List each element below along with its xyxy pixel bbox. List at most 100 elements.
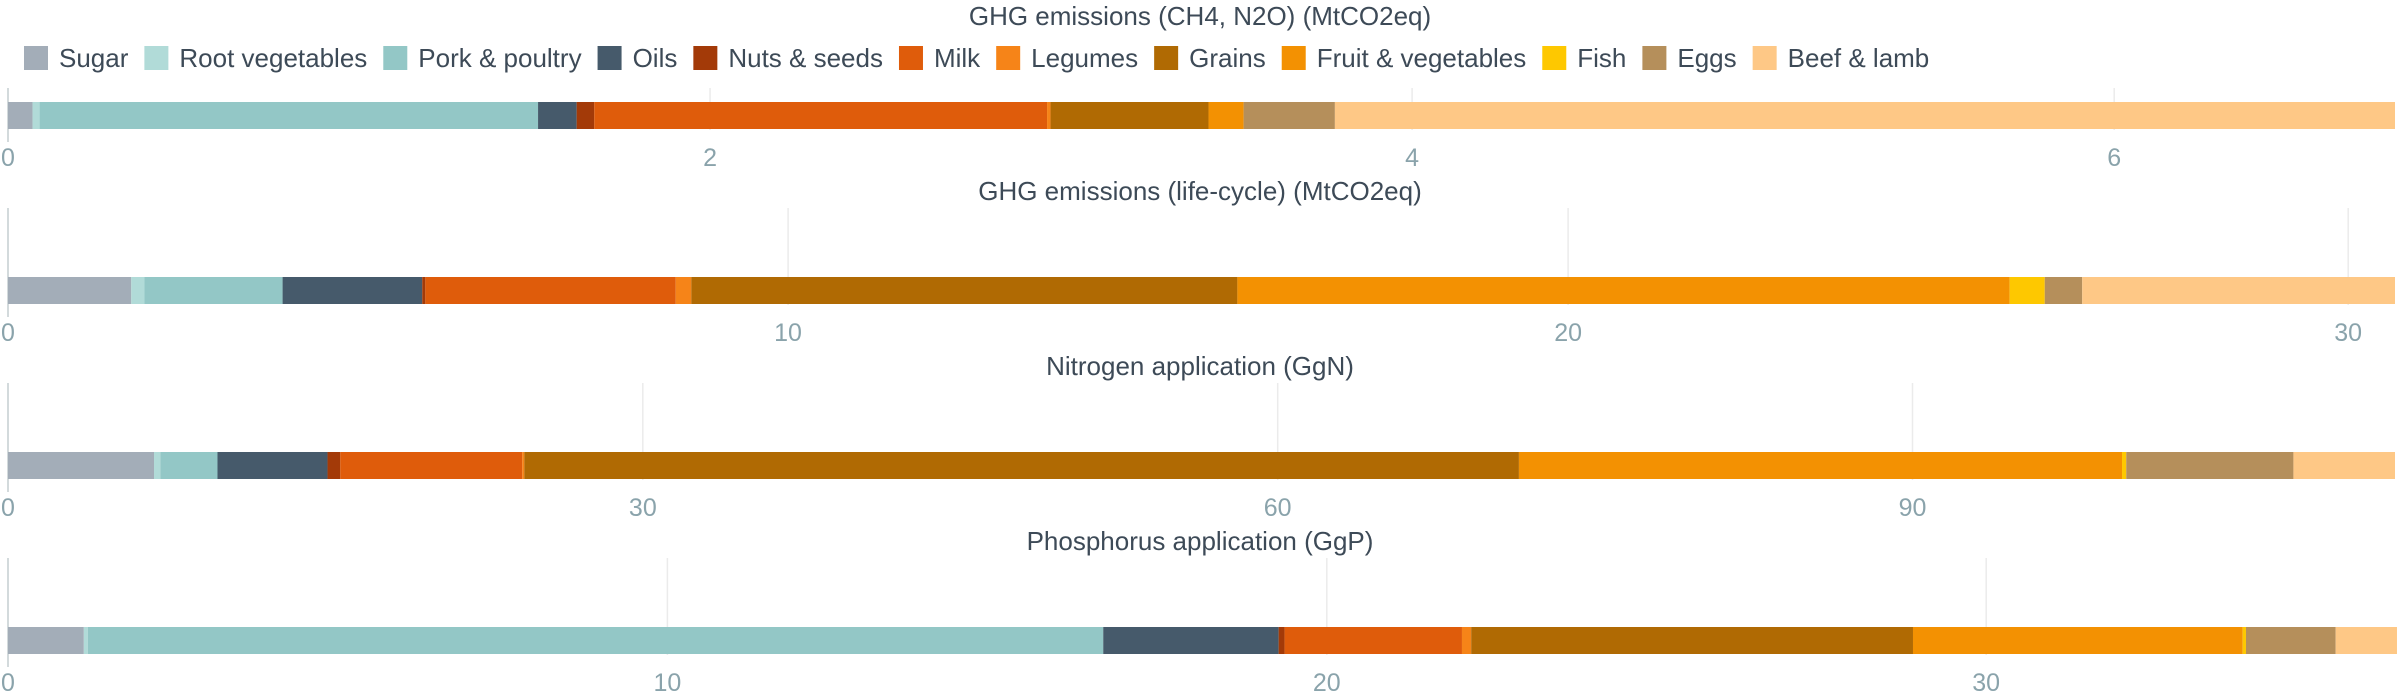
- bar-segment-nuts-seeds[interactable]: [576, 102, 595, 129]
- tick-label: 0: [1, 669, 15, 697]
- legend-label: Beef & lamb: [1788, 43, 1930, 73]
- bar-segment-eggs[interactable]: [2044, 277, 2083, 304]
- legend-item[interactable]: Beef & lamb: [1752, 43, 1930, 73]
- bar-segment-grains[interactable]: [524, 452, 1519, 479]
- bar-segment-beef-lamb[interactable]: [2293, 452, 2395, 479]
- legend-swatch: [383, 46, 408, 70]
- panel-title: Phosphorus application (GgP): [1027, 526, 1374, 556]
- legend-item[interactable]: Oils: [597, 43, 678, 73]
- bar-segment-root-vegetables[interactable]: [131, 277, 145, 304]
- bar-segment-beef-lamb[interactable]: [1334, 102, 2395, 129]
- legend-item[interactable]: Root vegetables: [144, 43, 367, 73]
- bar-segment-grains[interactable]: [1471, 627, 1913, 654]
- bar-segment-legumes[interactable]: [1461, 627, 1472, 654]
- legend-label: Milk: [934, 43, 981, 73]
- bar-segment-milk[interactable]: [340, 452, 523, 479]
- bar-segment-oils[interactable]: [538, 102, 577, 129]
- legend-swatch: [996, 46, 1021, 70]
- tick-label: 30: [2334, 319, 2362, 347]
- bar-segment-nuts-seeds[interactable]: [422, 277, 426, 304]
- bar-segment-root-vegetables[interactable]: [154, 452, 161, 479]
- tick-label: 4: [1405, 144, 1419, 172]
- legend-label: Oils: [633, 43, 678, 73]
- tick-label: 10: [653, 669, 681, 697]
- legend-swatch: [693, 46, 718, 70]
- legend-label: Sugar: [59, 43, 129, 73]
- bar-segment-fruit-vegetables[interactable]: [1912, 627, 2243, 654]
- legend-item[interactable]: Milk: [898, 43, 981, 73]
- panel-title: Nitrogen application (GgN): [1046, 351, 1354, 381]
- bar-segment-oils[interactable]: [282, 277, 423, 304]
- legend-swatch: [1281, 46, 1306, 70]
- bar-segment-eggs[interactable]: [1243, 102, 1335, 129]
- bar-segment-pork-poultry[interactable]: [144, 277, 283, 304]
- bar-segment-fruit-vegetables[interactable]: [1518, 452, 2123, 479]
- legend-label: Fish: [1577, 43, 1626, 73]
- tick-label: 0: [1, 494, 15, 522]
- legend-label: Pork & poultry: [418, 43, 581, 73]
- bar-segment-root-vegetables[interactable]: [83, 627, 88, 654]
- bar-segment-oils[interactable]: [1103, 627, 1279, 654]
- bar-segment-pork-poultry[interactable]: [160, 452, 218, 479]
- legend-item[interactable]: Pork & poultry: [383, 43, 582, 73]
- bar-segment-beef-lamb[interactable]: [2335, 627, 2397, 654]
- chart-panel: GHG emissions (life-cycle) (MtCO2eq) 0 10 2…: [1, 176, 2395, 347]
- bar-segment-grains[interactable]: [1050, 102, 1209, 129]
- legend-item[interactable]: Legumes: [996, 43, 1138, 73]
- legend-label: Nuts & seeds: [728, 43, 883, 73]
- legend-item[interactable]: Sugar: [24, 43, 129, 73]
- tick-label: 20: [1313, 669, 1341, 697]
- panel-title: GHG emissions (life-cycle) (MtCO2eq): [978, 176, 1422, 206]
- bar-segment-pork-poultry[interactable]: [87, 627, 1104, 654]
- tick-label: 90: [1899, 494, 1927, 522]
- legend-label: Legumes: [1031, 43, 1138, 73]
- bar-segment-eggs[interactable]: [2245, 627, 2336, 654]
- bar-segment-grains[interactable]: [691, 277, 1238, 304]
- bar-segment-fruit-vegetables[interactable]: [1237, 277, 2010, 304]
- legend-item[interactable]: Fish: [1542, 43, 1626, 73]
- legend-swatch: [597, 46, 622, 70]
- bar-segment-root-vegetables[interactable]: [32, 102, 40, 129]
- chart-panel: Phosphorus application (GgP) 0 10 20 30: [1, 526, 2397, 697]
- bar-segment-milk[interactable]: [594, 102, 1048, 129]
- legend-swatch: [1542, 46, 1567, 70]
- bar-segment-sugar[interactable]: [8, 102, 33, 129]
- legend-label: Fruit & vegetables: [1317, 43, 1527, 73]
- bar-segment-sugar[interactable]: [8, 277, 132, 304]
- tick-label: 0: [1, 319, 15, 347]
- tick-label: 20: [1554, 319, 1582, 347]
- bar-segment-legumes[interactable]: [522, 452, 525, 479]
- tick-label: 30: [629, 494, 657, 522]
- bar-segment-nuts-seeds[interactable]: [1278, 627, 1285, 654]
- bar-segment-fish[interactable]: [2242, 627, 2246, 654]
- tick-label: 6: [2107, 144, 2121, 172]
- legend-item[interactable]: Fruit & vegetables: [1281, 43, 1527, 73]
- bar-segment-fish[interactable]: [2009, 277, 2045, 304]
- bar-segment-milk[interactable]: [425, 277, 676, 304]
- bar-segment-sugar[interactable]: [8, 452, 155, 479]
- bar-segment-fish[interactable]: [2122, 452, 2127, 479]
- bar-segment-fruit-vegetables[interactable]: [1208, 102, 1244, 129]
- chart-panel: GHG emissions (CH4, N2O) (MtCO2eq) 0 2 4 6: [1, 1, 2395, 172]
- bar-segment-milk[interactable]: [1284, 627, 1462, 654]
- panel-title: GHG emissions (CH4, N2O) (MtCO2eq): [969, 1, 1431, 31]
- legend-item[interactable]: Grains: [1154, 43, 1266, 73]
- legend-swatch: [1752, 46, 1777, 70]
- legend-item[interactable]: Nuts & seeds: [693, 43, 883, 73]
- legend-item[interactable]: Eggs: [1642, 43, 1737, 73]
- bar-segment-nuts-seeds[interactable]: [327, 452, 341, 479]
- legend: Sugar Root vegetables Pork & poultry Oils Nu…: [24, 43, 1929, 73]
- bar-segment-sugar[interactable]: [8, 627, 84, 654]
- bar-segment-legumes[interactable]: [1047, 102, 1051, 129]
- bar-segment-beef-lamb[interactable]: [2082, 277, 2395, 304]
- tick-label: 60: [1264, 494, 1292, 522]
- bar-segment-eggs[interactable]: [2126, 452, 2294, 479]
- legend-label: Grains: [1189, 43, 1266, 73]
- tick-label: 10: [774, 319, 802, 347]
- tick-label: 2: [703, 144, 717, 172]
- bar-segment-legumes[interactable]: [675, 277, 692, 304]
- bar-segment-pork-poultry[interactable]: [39, 102, 539, 129]
- bar-segment-oils[interactable]: [217, 452, 328, 479]
